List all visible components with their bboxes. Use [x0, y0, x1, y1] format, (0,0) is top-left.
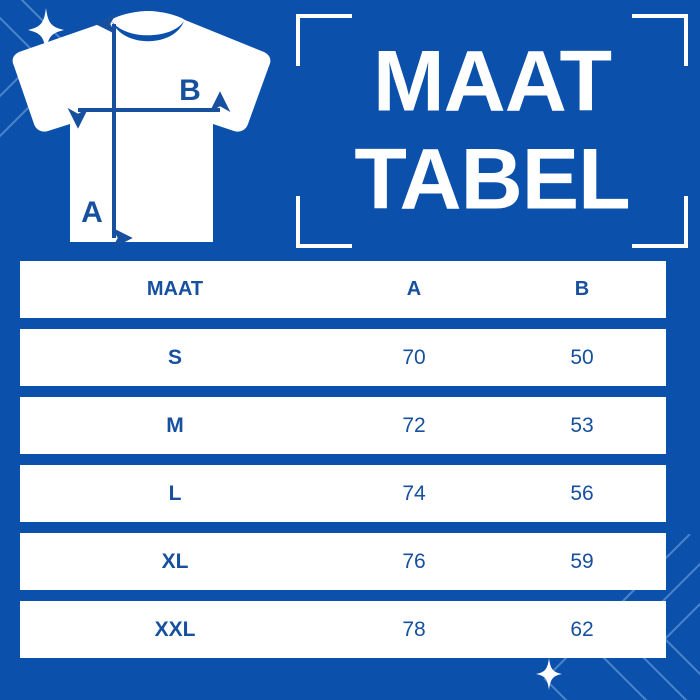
- cell-a: 76: [402, 549, 426, 573]
- bracket-corner-top-right: [632, 14, 688, 66]
- table-row: XXL 78 62: [20, 601, 666, 658]
- tshirt-silhouette: [12, 11, 271, 242]
- cell-b: 62: [570, 617, 594, 641]
- cell-b: 59: [570, 549, 594, 573]
- cell-size: XXL: [154, 617, 196, 641]
- cell-size: XL: [161, 549, 189, 573]
- cell-b: 53: [570, 413, 594, 437]
- cell-a: 74: [402, 481, 426, 505]
- cell-size: S: [167, 345, 182, 369]
- header-cell-maat: MAAT: [146, 278, 204, 300]
- cell-a: 72: [402, 413, 426, 437]
- cell-size: M: [166, 413, 184, 437]
- header-cell-a: A: [406, 278, 422, 300]
- page-title: MAAT TABEL: [296, 33, 688, 228]
- table-row: M 72 53: [20, 397, 666, 454]
- cell-a: 70: [402, 345, 426, 369]
- tshirt-illustration: A B: [8, 6, 288, 254]
- title-line-tabel: TABEL: [354, 132, 630, 228]
- measure-label-b: B: [179, 74, 201, 107]
- table-row: L 74 56: [20, 465, 666, 522]
- table-row: XL 76 59: [20, 533, 666, 590]
- sparkle-icon-bottom-right: [536, 658, 562, 690]
- size-table: MAAT A B S 70 50 M 72 53 L 74 56 XL 76 5…: [20, 261, 666, 658]
- bracket-corner-top-left: [296, 14, 352, 66]
- table-header-row: MAAT A B: [20, 261, 666, 318]
- measure-label-a: A: [81, 196, 103, 229]
- bracket-corner-bottom-left: [296, 196, 352, 248]
- cell-size: L: [168, 481, 182, 505]
- title-line-maat: MAAT: [372, 33, 612, 130]
- cell-b: 56: [570, 481, 594, 505]
- bracket-corner-bottom-right: [632, 196, 688, 248]
- title-block: MAAT TABEL: [296, 14, 688, 248]
- header-cell-b: B: [574, 278, 590, 300]
- cell-b: 50: [570, 345, 594, 369]
- table-row: S 70 50: [20, 329, 666, 386]
- cell-a: 78: [402, 617, 426, 641]
